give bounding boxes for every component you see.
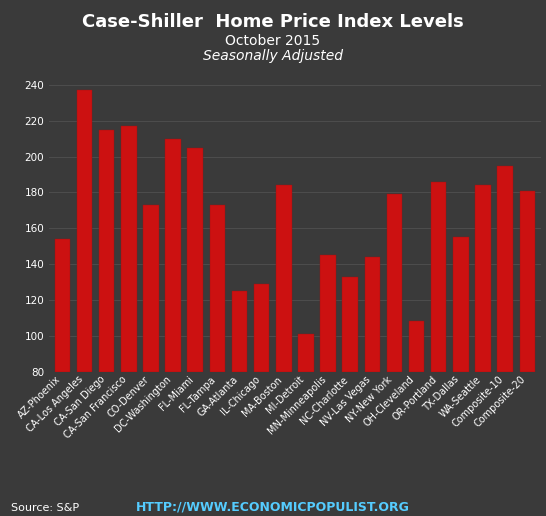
Bar (143, 205, 159, 372)
Bar (365, 257, 380, 372)
Bar (121, 126, 136, 372)
Bar (298, 334, 313, 372)
Text: Seasonally Adjusted: Seasonally Adjusted (203, 49, 343, 63)
Bar (254, 284, 269, 372)
Bar (99, 130, 115, 372)
Text: October 2015: October 2015 (225, 34, 321, 47)
Text: HTTP://WWW.ECONOMICPOPULIST.ORG: HTTP://WWW.ECONOMICPOPULIST.ORG (136, 501, 410, 513)
Bar (210, 205, 225, 372)
Text: Source: S&P: Source: S&P (11, 504, 79, 513)
Bar (387, 194, 402, 372)
Bar (55, 239, 70, 372)
Bar (409, 321, 424, 372)
Bar (453, 237, 468, 372)
Bar (321, 255, 336, 372)
Bar (497, 166, 513, 372)
Bar (187, 148, 203, 372)
Bar (77, 90, 92, 372)
Bar (519, 190, 535, 372)
Bar (475, 185, 491, 372)
Bar (431, 182, 447, 372)
Bar (276, 185, 292, 372)
Text: Case-Shiller  Home Price Index Levels: Case-Shiller Home Price Index Levels (82, 13, 464, 31)
Bar (342, 277, 358, 372)
Bar (165, 139, 181, 372)
Bar (232, 291, 247, 372)
